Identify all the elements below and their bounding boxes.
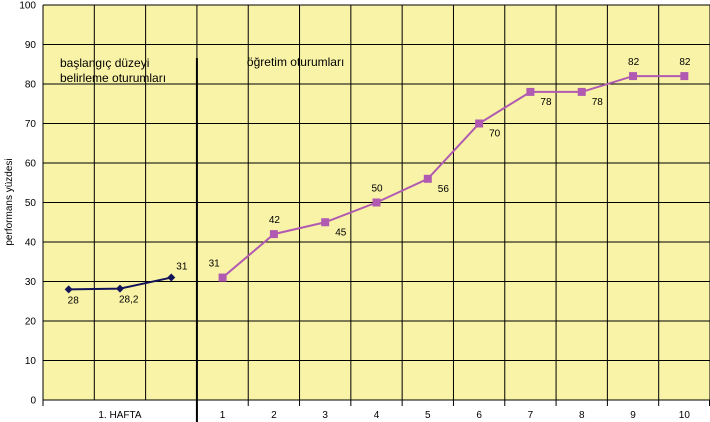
y-tick-label: 10 [25, 356, 37, 367]
baseline-phase-label: belirleme oturumları [60, 71, 166, 85]
teaching-data-point [629, 72, 638, 81]
x-tick-label: 8 [579, 410, 585, 421]
x-tick-label: 1. HAFTA [98, 410, 141, 421]
baseline-data-point [167, 273, 176, 282]
y-tick-label: 70 [25, 119, 37, 130]
y-tick-label: 80 [25, 80, 37, 91]
data-label: 70 [489, 129, 501, 140]
y-tick-label: 100 [19, 1, 36, 12]
data-label: 56 [438, 184, 450, 195]
data-label: 82 [628, 57, 640, 68]
teaching-phase-label: öğretim oturumları [247, 55, 344, 69]
teaching-data-point [372, 198, 381, 207]
x-tick-label: 1 [220, 410, 226, 421]
teaching-series-line [221, 75, 685, 279]
x-tick-label: 2 [271, 410, 277, 421]
data-label: 28 [68, 295, 80, 306]
x-tick-label: 10 [679, 410, 691, 421]
teaching-data-point [218, 273, 227, 282]
baseline-data-point [64, 285, 73, 294]
data-label: 78 [592, 97, 604, 108]
data-series: 28 28,2 31 31 42 45 50 56 70 78 78 82 82 [64, 57, 691, 306]
teaching-data-point [423, 174, 432, 183]
teaching-data-point [526, 87, 535, 96]
data-label: 78 [540, 97, 552, 108]
data-label: 50 [372, 184, 384, 195]
x-tick-label: 4 [374, 410, 380, 421]
data-label: 28,2 [119, 295, 139, 306]
x-tick-label: 5 [425, 410, 431, 421]
data-label: 42 [269, 215, 281, 226]
y-tick-label: 0 [30, 396, 36, 407]
data-label: 45 [335, 227, 347, 238]
data-label: 82 [679, 57, 691, 68]
y-tick-label: 50 [25, 198, 37, 209]
teaching-data-point [321, 218, 330, 227]
x-tick-label: 6 [476, 410, 482, 421]
data-label: 31 [209, 259, 221, 270]
y-axis-ticks: 0 10 20 30 40 50 60 70 80 90 100 [19, 1, 36, 407]
y-tick-label: 20 [25, 317, 37, 328]
y-tick-label: 30 [25, 277, 37, 288]
teaching-data-point [475, 119, 484, 128]
y-axis-label: performans yüzdesi [4, 158, 15, 245]
y-tick-label: 90 [25, 40, 37, 51]
x-axis-ticks: 1. HAFTA 1 2 3 4 5 6 7 8 9 10 [98, 410, 690, 421]
data-label: 31 [176, 262, 188, 273]
teaching-data-point [269, 230, 278, 239]
baseline-phase-label: başlangıç düzeyi [60, 56, 149, 70]
x-tick-label: 3 [322, 410, 328, 421]
teaching-data-point [577, 87, 586, 96]
baseline-data-point [115, 284, 124, 293]
x-tick-label: 7 [528, 410, 534, 421]
y-tick-label: 60 [25, 159, 37, 170]
y-tick-label: 40 [25, 238, 37, 249]
teaching-data-point [680, 72, 689, 81]
x-tick-label: 9 [630, 410, 636, 421]
